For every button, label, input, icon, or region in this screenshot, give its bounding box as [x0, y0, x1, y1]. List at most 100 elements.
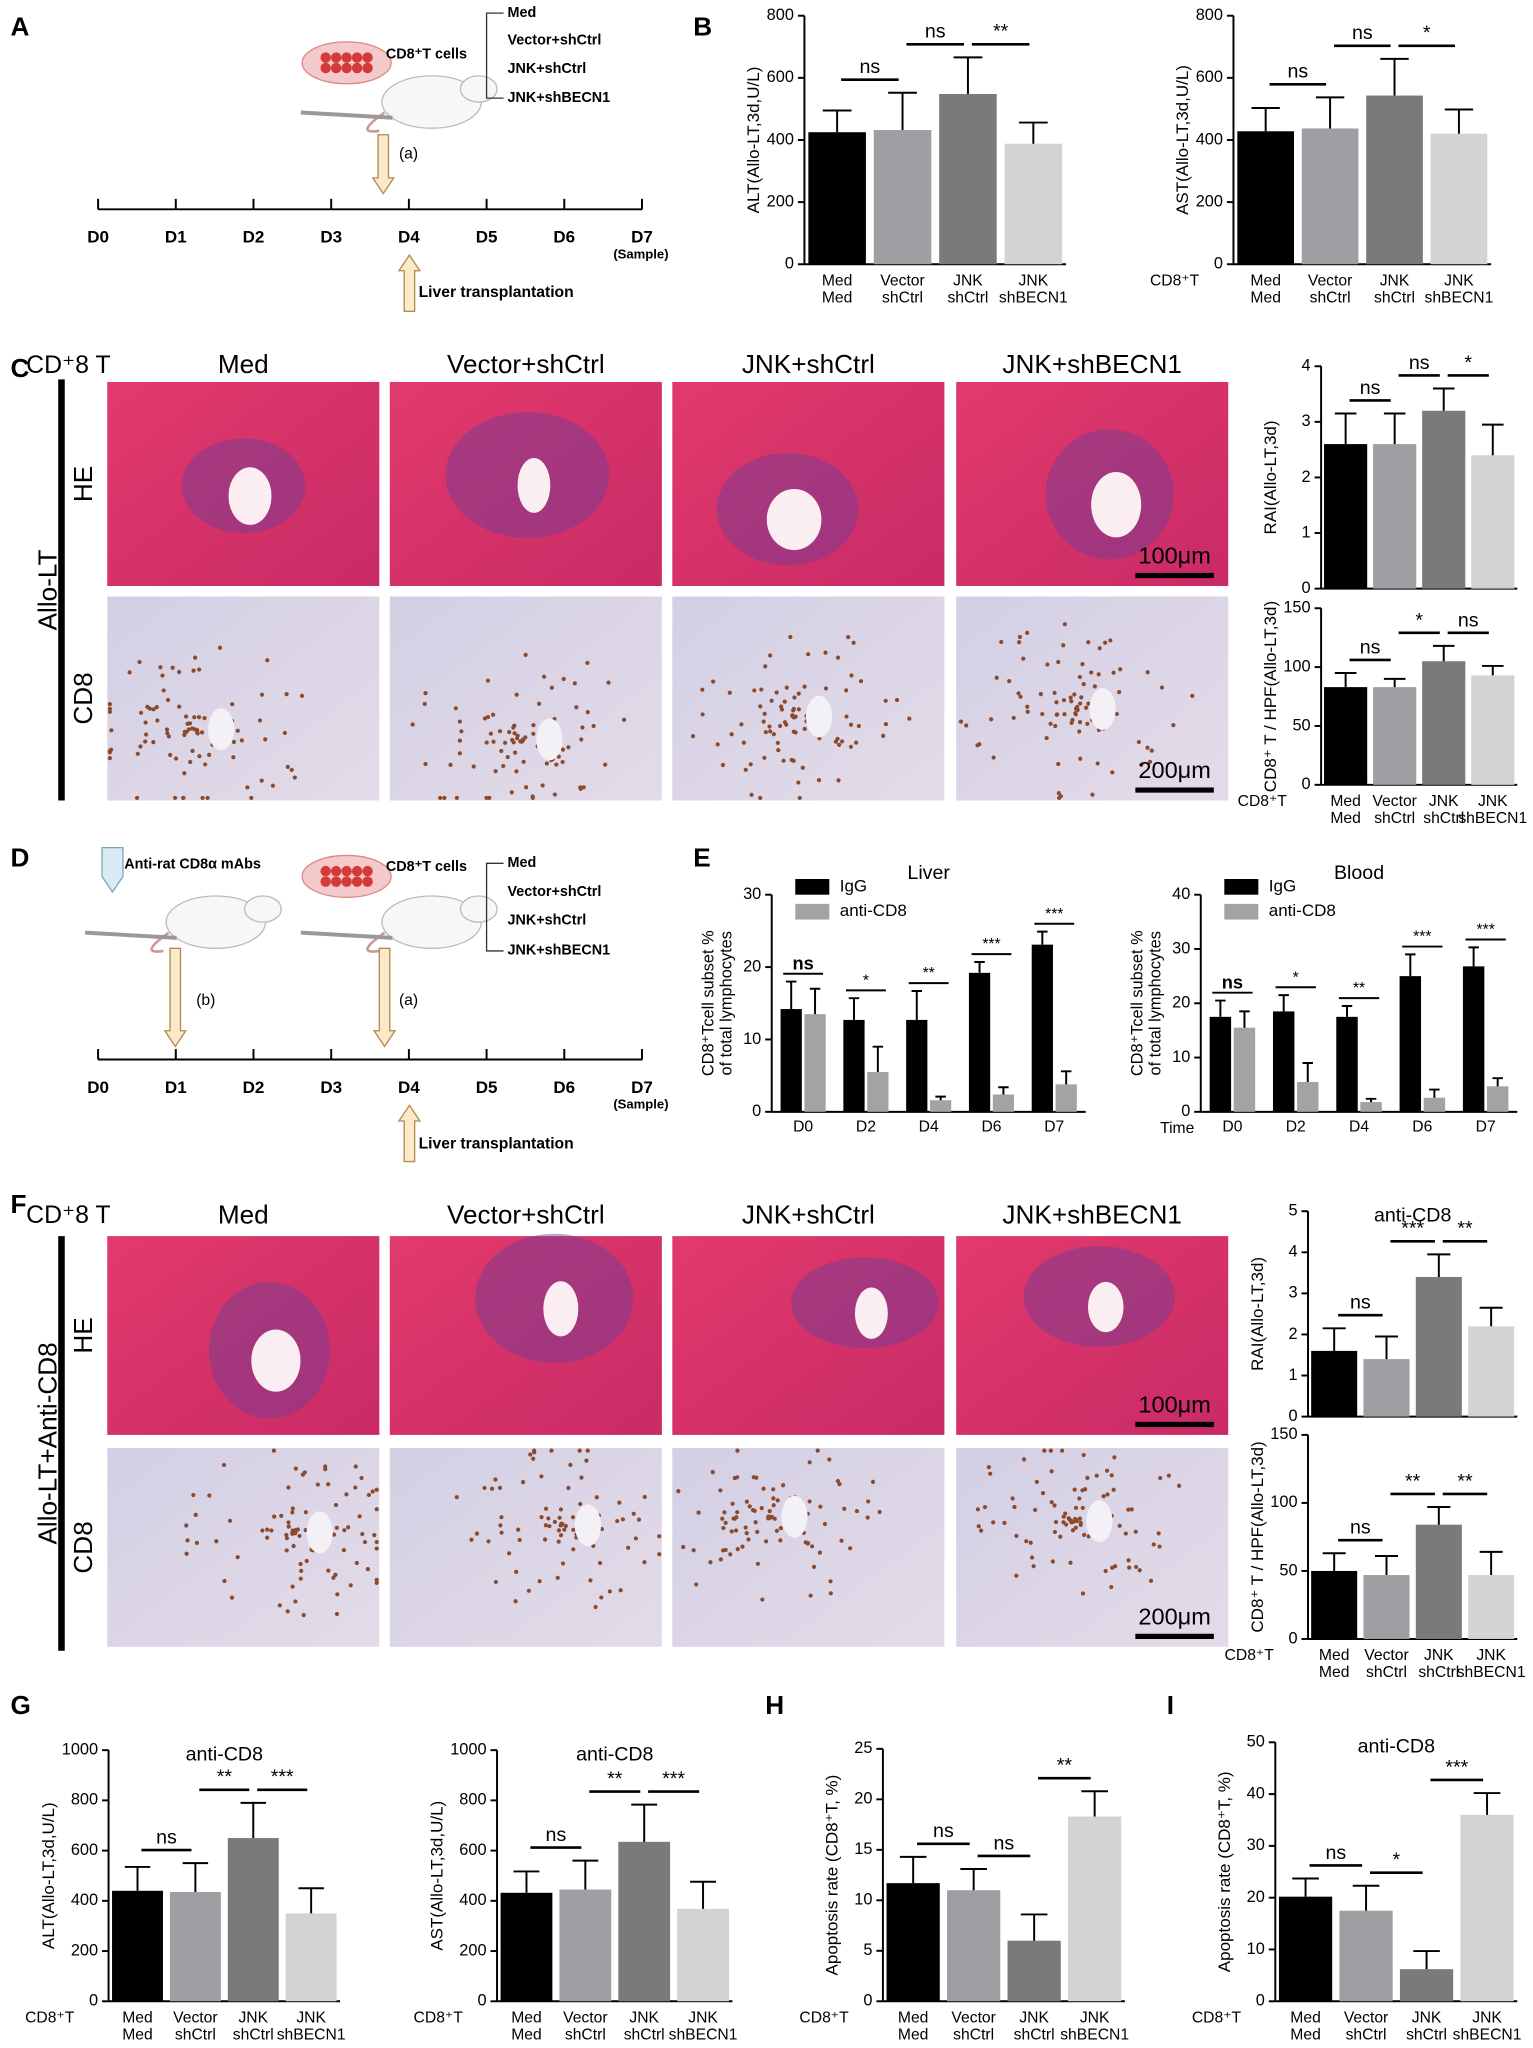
- stain: [1139, 762, 1144, 767]
- stain: [1050, 1559, 1055, 1564]
- y-tick-label: 10: [743, 1030, 761, 1048]
- stain: [1149, 748, 1154, 753]
- stain: [158, 665, 163, 670]
- stain: [344, 1492, 349, 1497]
- significance-label: **: [923, 965, 935, 982]
- stain: [642, 1560, 647, 1565]
- stain: [822, 1521, 828, 1527]
- y-tick-label: 600: [1196, 68, 1223, 86]
- chart-title: Liver: [907, 862, 950, 884]
- error-bar: [1481, 423, 1504, 456]
- significance-label: **: [1457, 1470, 1473, 1492]
- stain: [618, 1588, 623, 1593]
- stain: [700, 687, 705, 692]
- stain: [744, 1531, 749, 1536]
- day-label: D3: [320, 1078, 342, 1097]
- legend-swatch: [1224, 903, 1259, 920]
- error-bar: [1380, 57, 1409, 96]
- significance-label: ns: [1458, 609, 1479, 631]
- stain: [729, 732, 734, 737]
- row-label: CD8⁺T: [25, 2009, 75, 2026]
- x-tick-label: D2: [856, 1119, 876, 1136]
- legend-label: IgG: [1269, 876, 1296, 895]
- cell: [362, 62, 373, 74]
- x-tick-label: JNK: [1019, 272, 1049, 289]
- stain: [499, 1530, 504, 1535]
- stain: [245, 785, 250, 790]
- stain: [365, 1567, 371, 1572]
- stain: [767, 1508, 772, 1514]
- stain: [800, 765, 805, 770]
- stain: [341, 1548, 347, 1553]
- error-bar: [1315, 96, 1345, 129]
- stain: [269, 1528, 274, 1533]
- y-tick-label: 50: [1292, 716, 1310, 734]
- stain: [562, 1527, 567, 1532]
- arrow: [372, 947, 397, 1048]
- day-label: D4: [398, 1078, 420, 1097]
- error-bar: [1492, 1077, 1503, 1087]
- stain: [681, 1544, 686, 1550]
- day-label: D1: [165, 1078, 187, 1097]
- stain: [1017, 640, 1022, 645]
- stain: [1126, 1507, 1131, 1512]
- stain: [743, 767, 748, 772]
- stain: [168, 752, 173, 758]
- cells-label: CD8⁺T cells: [386, 47, 467, 63]
- cell: [330, 52, 342, 63]
- stain: [197, 754, 202, 759]
- bar: [1486, 1086, 1509, 1112]
- stain: [626, 1545, 631, 1550]
- stain: [816, 778, 822, 783]
- stain: [532, 1448, 537, 1453]
- chart-title: Blood: [1334, 862, 1384, 884]
- y-tick-label: 800: [1196, 6, 1223, 24]
- significance-label: ns: [792, 952, 813, 973]
- stain: [866, 1499, 871, 1504]
- stain: [883, 721, 889, 727]
- error-bar: [1383, 677, 1406, 688]
- error-bar: [513, 1870, 540, 1893]
- stain: [552, 1519, 557, 1525]
- stain: [1077, 1516, 1083, 1521]
- stain: [1062, 712, 1067, 717]
- stain: [806, 652, 811, 657]
- micrograph: [107, 1447, 380, 1647]
- stain: [471, 764, 476, 769]
- stain: [694, 1582, 699, 1587]
- stain: [1056, 791, 1061, 796]
- stain: [809, 1544, 815, 1549]
- micrograph: [672, 381, 945, 587]
- stain: [1089, 670, 1094, 675]
- bar: [1324, 444, 1368, 589]
- stain: [138, 710, 144, 715]
- stain: [498, 1523, 503, 1528]
- stain: [271, 1448, 277, 1453]
- bar: [500, 1892, 553, 2002]
- stain: [346, 1525, 351, 1530]
- y-axis-label: AST(Allo-LT,3d,U/L): [1173, 65, 1192, 215]
- stain: [1080, 1591, 1086, 1596]
- stain: [842, 1506, 847, 1511]
- stain: [1073, 1505, 1079, 1510]
- y-axis-label: CD8⁺Tcell subset %: [699, 930, 717, 1076]
- group-label: Vector+shCtrl: [508, 884, 602, 900]
- stain: [423, 691, 428, 696]
- x-tick-label: Med: [822, 272, 853, 289]
- stain: [181, 795, 186, 801]
- stain: [1108, 638, 1113, 643]
- stain: [633, 1536, 638, 1541]
- stain: [184, 714, 189, 719]
- row-label: CD8⁺T: [1150, 272, 1200, 289]
- chart-title: anti-CD8: [1358, 1736, 1435, 1758]
- stain: [1078, 756, 1083, 761]
- stain: [593, 1604, 598, 1610]
- stain: [1123, 1531, 1128, 1536]
- stain: [542, 1537, 548, 1542]
- stain: [763, 1539, 769, 1544]
- bracket: [485, 12, 504, 99]
- row-label: CD8⁺T: [1192, 2009, 1242, 2026]
- stain: [1078, 1522, 1083, 1527]
- stain: [291, 1543, 296, 1549]
- significance-label: ***: [1413, 929, 1431, 946]
